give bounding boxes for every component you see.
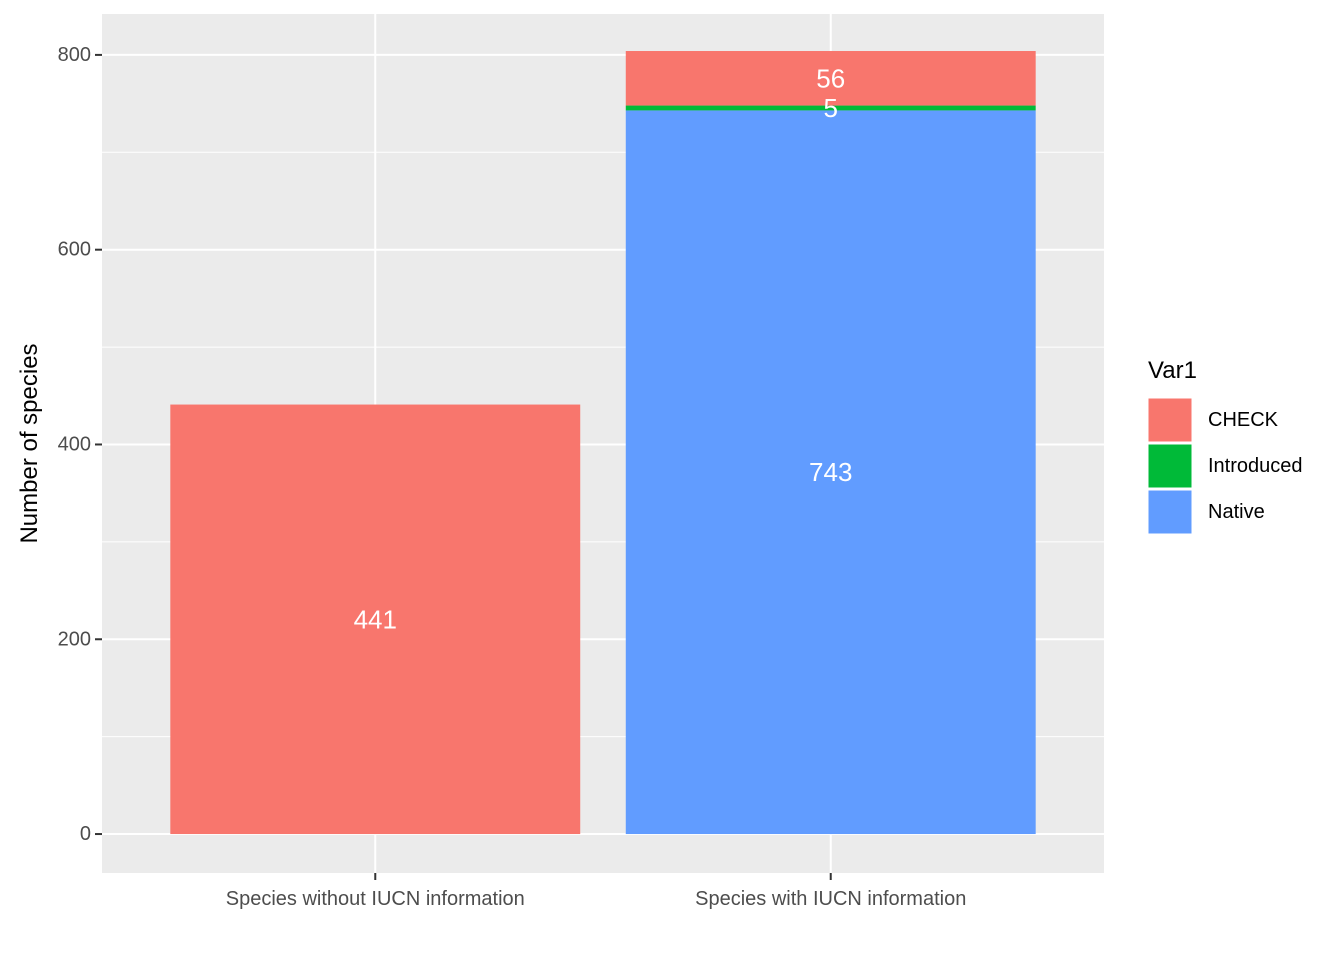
y-tick-label: 600: [58, 239, 91, 261]
bar-segment: [625, 110, 1036, 835]
bars: [170, 51, 1036, 835]
y-tick-label: 0: [80, 823, 91, 845]
legend-key: [1147, 489, 1193, 535]
y-axis-title: Number of species: [16, 343, 43, 543]
bar-segment: [625, 105, 1036, 111]
legend-key: [1147, 443, 1193, 489]
legend-label: CHECK: [1208, 409, 1279, 431]
bar-segment: [625, 51, 1036, 106]
x-tick-label: Species without IUCN information: [226, 888, 525, 910]
y-tick-label: 400: [58, 433, 91, 455]
legend: Var1 CHECK Introduced Native: [1147, 357, 1303, 535]
data-label: 56: [816, 63, 845, 93]
data-label: 441: [354, 604, 397, 634]
y-tick-label: 200: [58, 628, 91, 650]
legend-label: Introduced: [1208, 455, 1303, 477]
legend-title: Var1: [1148, 357, 1197, 384]
data-labels: 441 743 556: [354, 63, 853, 634]
data-label: 743: [809, 457, 852, 487]
x-tick-label: Species with IUCN information: [695, 888, 966, 910]
legend-label: Native: [1208, 501, 1265, 523]
data-label: 5: [823, 93, 837, 123]
y-tick-label: 800: [58, 44, 91, 66]
y-axis: 0 200 400 600 800: [58, 44, 102, 845]
bar-segment: [170, 404, 581, 835]
x-axis: Species without IUCN information Species …: [226, 873, 966, 910]
legend-key: [1147, 397, 1193, 443]
